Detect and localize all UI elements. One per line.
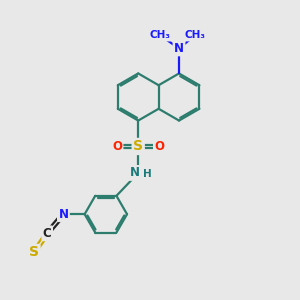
Text: C: C [43,227,52,240]
Text: S: S [29,245,39,260]
Text: O: O [112,140,122,153]
Text: CH₃: CH₃ [185,30,206,40]
Text: O: O [154,140,164,153]
Text: N: N [130,167,140,179]
Text: CH₃: CH₃ [149,30,170,40]
Text: N: N [174,42,184,55]
Text: N: N [58,208,68,221]
Text: H: H [143,169,152,179]
Text: S: S [133,140,143,154]
